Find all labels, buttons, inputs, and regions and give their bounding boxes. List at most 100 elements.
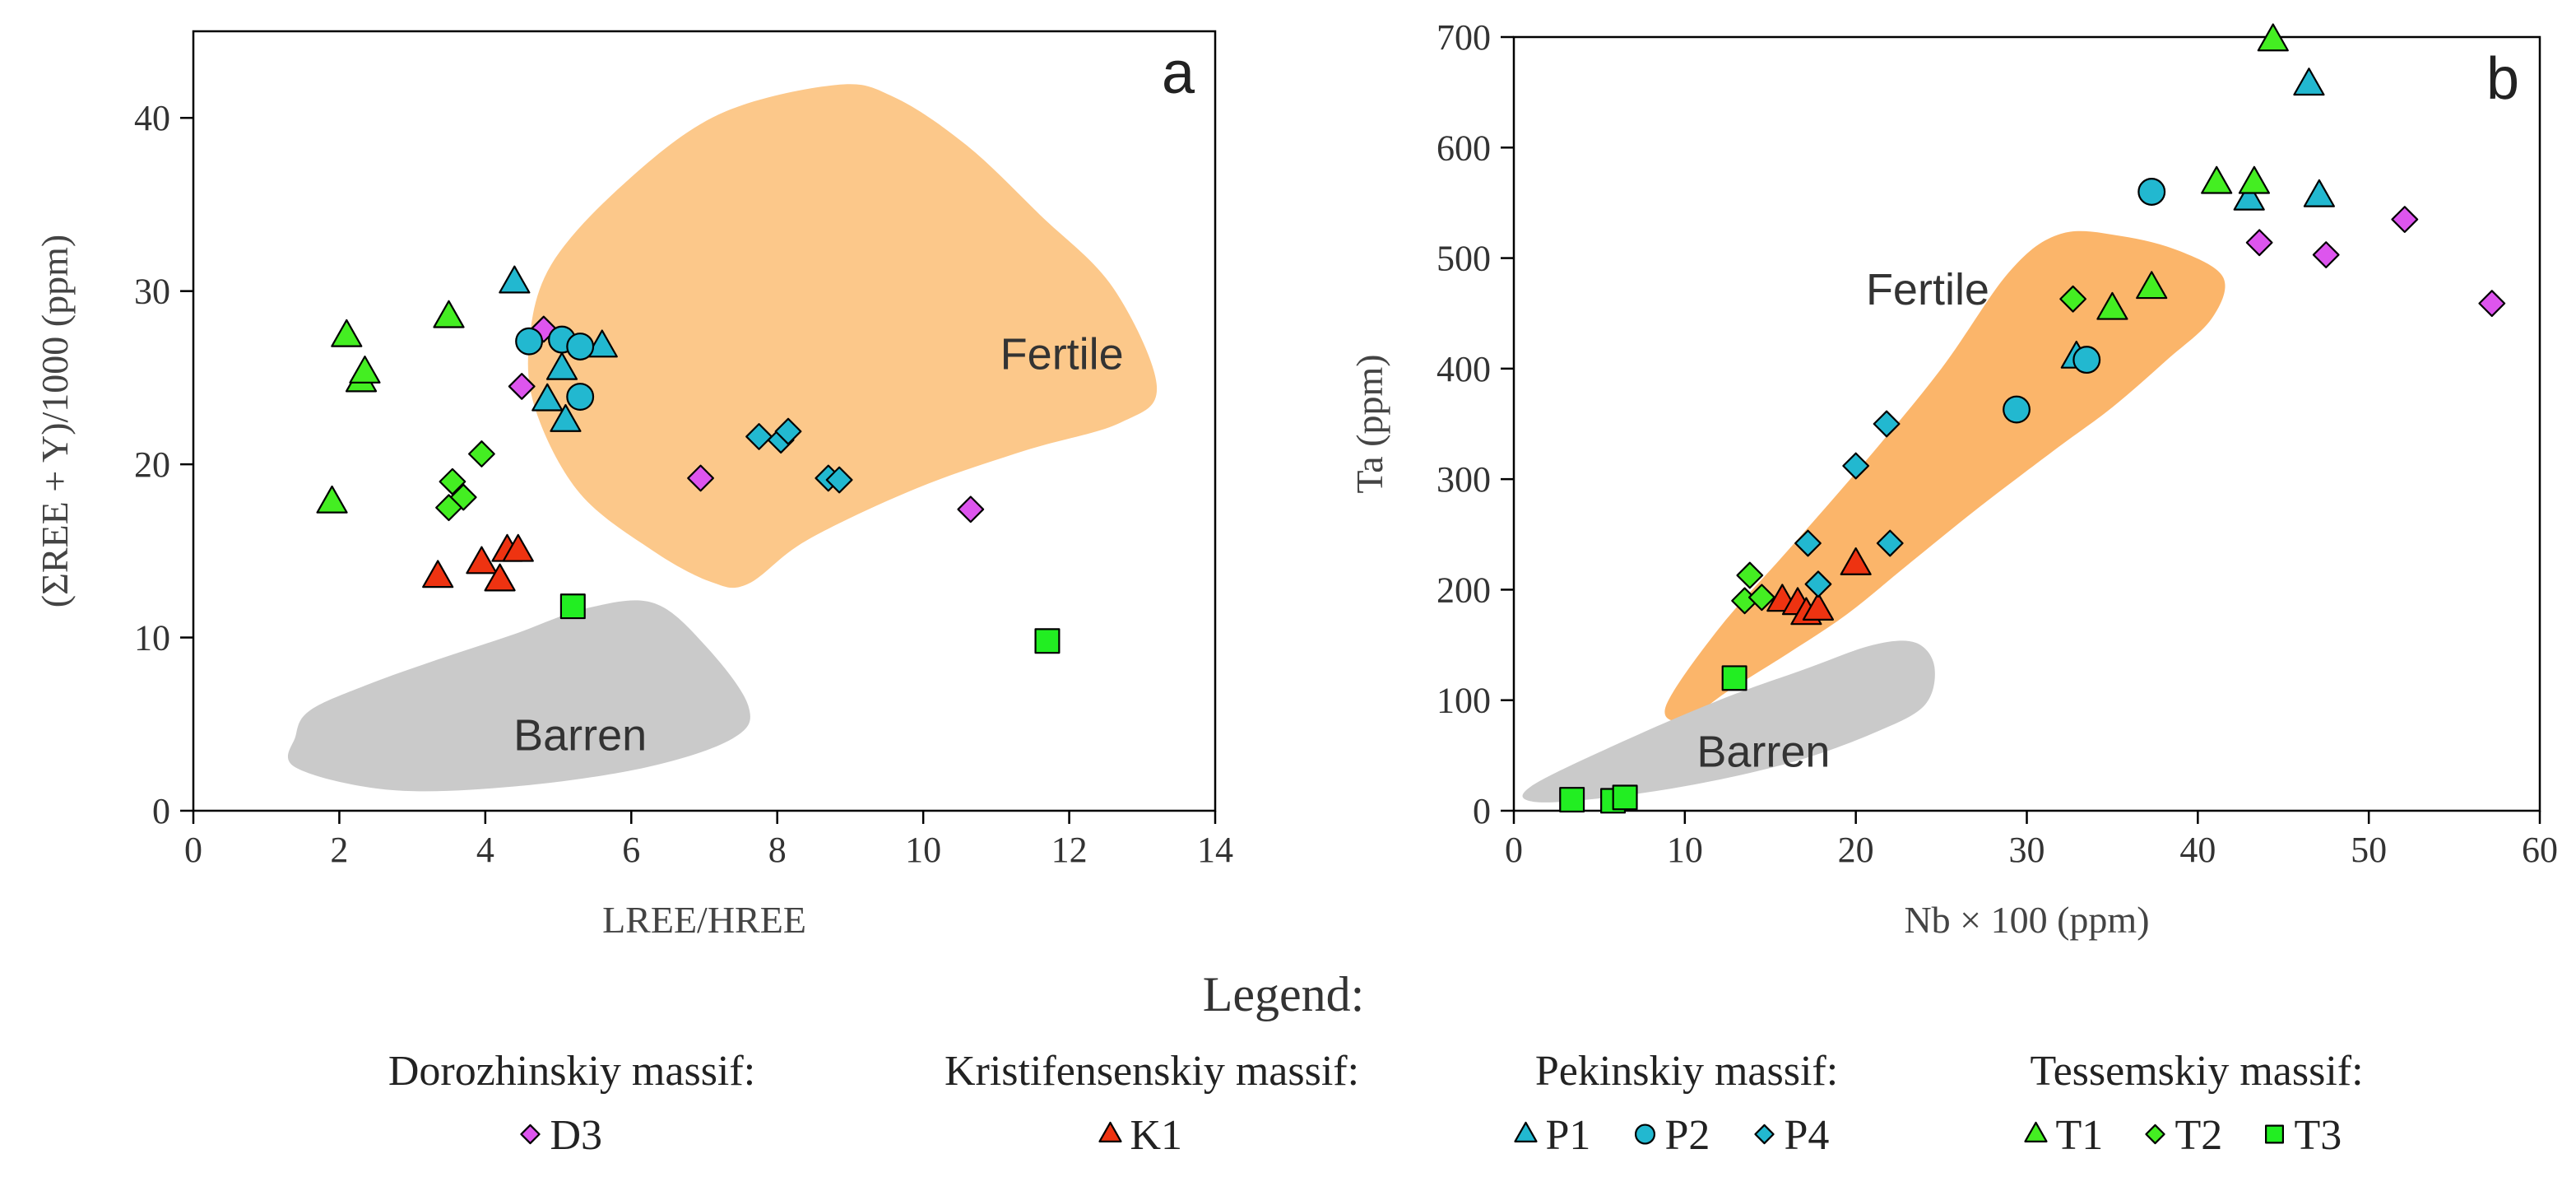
data-point-k1: [484, 563, 516, 592]
plot-frame: [192, 30, 1217, 812]
field-barren: [287, 600, 750, 792]
data-point-k1: [466, 546, 498, 575]
x-tick-label: 0: [184, 830, 202, 870]
data-point-t1: [331, 319, 363, 347]
x-tick-label: 0: [1505, 830, 1523, 870]
legend-group-name: Kristifensenskiy massif:: [945, 1048, 1359, 1095]
data-point-t2: [435, 494, 462, 522]
legend-marker-t3: [2265, 1124, 2285, 1144]
series-t2: [435, 440, 495, 522]
data-point-k1: [1802, 593, 1835, 621]
data-point-t3: [559, 593, 586, 620]
data-point-t1: [316, 485, 348, 514]
data-point-p4: [774, 417, 802, 445]
data-point-p4: [1804, 570, 1832, 598]
series-p2: [515, 325, 595, 411]
legend-label-d3: D3: [550, 1112, 603, 1159]
legend: Legend: Dorozhinskiy massif: D3 Kristifense…: [388, 967, 2364, 1159]
x-tick-label: 2: [330, 830, 348, 870]
legend-label-p1: P1: [1546, 1112, 1591, 1159]
data-point-d3: [508, 373, 536, 400]
data-point-t2: [2059, 285, 2087, 313]
legend-label-t3: T3: [2295, 1112, 2342, 1159]
data-point-k1: [1840, 547, 1872, 575]
x-tick-label: 20: [1838, 830, 1874, 870]
legend-marker-t2: [2145, 1124, 2165, 1145]
panel-label: a: [1162, 40, 1195, 106]
data-point-p1: [2293, 67, 2325, 96]
data-point-p1: [550, 403, 582, 432]
y-tick-label: 100: [1437, 681, 1491, 721]
data-point-d3: [2478, 290, 2506, 318]
series-k1: [422, 533, 534, 592]
data-point-p4: [1794, 529, 1822, 557]
data-point-t1: [2136, 271, 2168, 300]
legend-label-k1: K1: [1130, 1112, 1183, 1159]
y-tick-label: 600: [1437, 128, 1491, 168]
data-point-t1: [2201, 165, 2233, 194]
data-point-t1: [2257, 23, 2289, 52]
y-axis-label: (ΣREE + Y)/1000 (ppm): [34, 235, 76, 607]
data-point-p2: [2072, 346, 2101, 374]
data-point-d3: [2312, 241, 2340, 268]
data-point-d3: [687, 464, 714, 492]
data-point-p1: [499, 265, 531, 294]
data-point-d3: [2391, 206, 2419, 233]
data-point-t2: [468, 440, 495, 468]
legend-title: Legend:: [1203, 967, 1365, 1021]
data-point-p2: [566, 383, 595, 411]
data-point-p1: [586, 329, 618, 358]
series-t3: [1559, 665, 1748, 814]
legend-label-t2: T2: [2175, 1112, 2223, 1159]
field-label-fertile: Fertile: [1866, 265, 1989, 314]
field-fertile: [527, 84, 1158, 588]
data-point-t3: [1721, 665, 1748, 691]
x-tick-label: 4: [476, 830, 494, 870]
data-point-t1: [2096, 291, 2128, 320]
y-tick-label: 40: [134, 98, 170, 138]
data-point-t3: [1612, 784, 1638, 811]
data-point-t1: [349, 356, 381, 384]
series-p1: [499, 265, 618, 432]
data-point-d3: [2245, 229, 2273, 257]
data-point-t1: [2238, 165, 2271, 194]
legend-group-name: Pekinskiy massif:: [1535, 1048, 1838, 1095]
panel-label: b: [2486, 46, 2519, 112]
x-tick-label: 10: [1667, 830, 1703, 870]
legend-marker-k1: [1098, 1121, 1122, 1142]
legend-label-p2: P2: [1665, 1112, 1710, 1159]
data-point-p2: [2137, 178, 2166, 206]
x-axis-label: Nb × 100 (ppm): [1904, 899, 2149, 941]
data-point-p4: [825, 466, 853, 494]
y-tick-label: 20: [134, 444, 170, 485]
data-point-t2: [1736, 561, 1764, 589]
legend-group-name: Dorozhinskiy massif:: [388, 1048, 755, 1095]
data-point-t3: [1559, 787, 1585, 813]
y-tick-label: 700: [1437, 17, 1491, 58]
data-point-t1: [433, 300, 465, 328]
x-tick-label: 10: [905, 830, 941, 870]
legend-marker-p2: [1634, 1124, 1656, 1145]
x-tick-label: 8: [768, 830, 787, 870]
y-tick-label: 300: [1437, 459, 1491, 500]
x-tick-label: 50: [2351, 830, 2387, 870]
data-point-k1: [422, 560, 454, 588]
x-tick-label: 12: [1051, 830, 1088, 870]
legend-marker-d3: [520, 1124, 541, 1145]
series-p4: [745, 417, 853, 494]
data-point-p1: [2303, 179, 2335, 207]
data-point-p2: [566, 333, 595, 361]
series-k1: [1766, 547, 1872, 626]
field-label-fertile: Fertile: [1000, 329, 1124, 379]
legend-marker-p1: [1514, 1121, 1538, 1142]
y-tick-label: 30: [134, 272, 170, 312]
y-tick-label: 500: [1437, 239, 1491, 279]
data-point-p1: [531, 383, 564, 412]
legend-label-t1: T1: [2056, 1112, 2104, 1159]
field-label-barren: Barren: [513, 710, 647, 760]
data-point-t3: [1034, 628, 1061, 654]
series-p2: [2003, 178, 2166, 424]
legend-label-p4: P4: [1785, 1112, 1830, 1159]
